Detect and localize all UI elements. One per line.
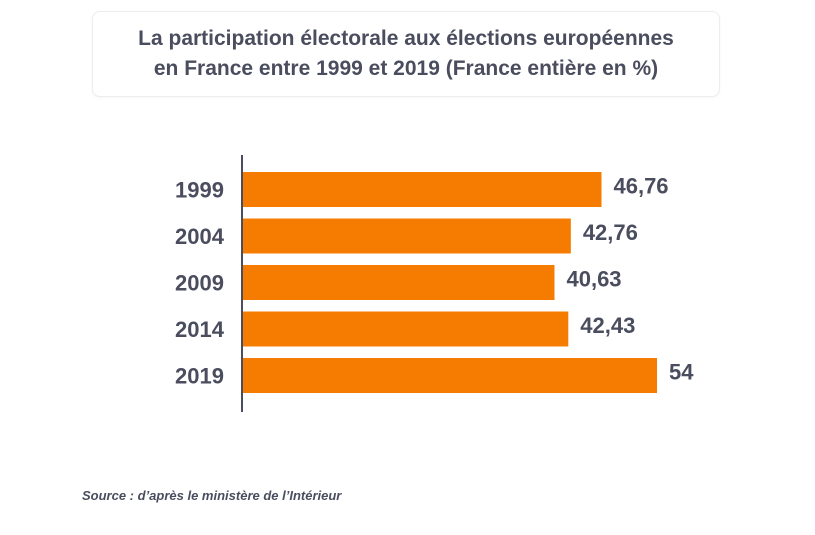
chart-title-box: La participation électorale aux élection… xyxy=(92,11,720,97)
category-label-2009: 2009 xyxy=(175,271,224,296)
value-label-1999: 46,76 xyxy=(613,174,668,199)
value-label-2009: 40,63 xyxy=(566,267,621,292)
category-label-2019: 2019 xyxy=(175,364,224,389)
bar-2014 xyxy=(243,311,569,347)
chart-title-line-2: en France entre 1999 et 2019 (France ent… xyxy=(153,57,659,80)
value-label-2014: 42,43 xyxy=(580,313,635,338)
category-label-2014: 2014 xyxy=(175,317,225,342)
bar-2009 xyxy=(243,265,555,300)
chart-title-line-1: La participation électorale aux élection… xyxy=(138,27,674,50)
bar-1999 xyxy=(243,172,602,207)
category-label-1999: 1999 xyxy=(175,178,224,203)
source-note: Source : d’après le ministère de l’Intér… xyxy=(82,488,342,503)
category-labels-group: 1999 2004 2009 2014 2019 xyxy=(175,178,225,389)
bar-2004 xyxy=(243,218,571,254)
bar-2019 xyxy=(243,358,657,393)
bars-group xyxy=(243,172,657,393)
value-label-2004: 42,76 xyxy=(583,220,638,245)
category-label-2004: 2004 xyxy=(175,224,225,249)
value-labels-group: 46,76 42,76 40,63 42,43 54 xyxy=(566,174,694,385)
value-label-2019: 54 xyxy=(669,360,694,385)
